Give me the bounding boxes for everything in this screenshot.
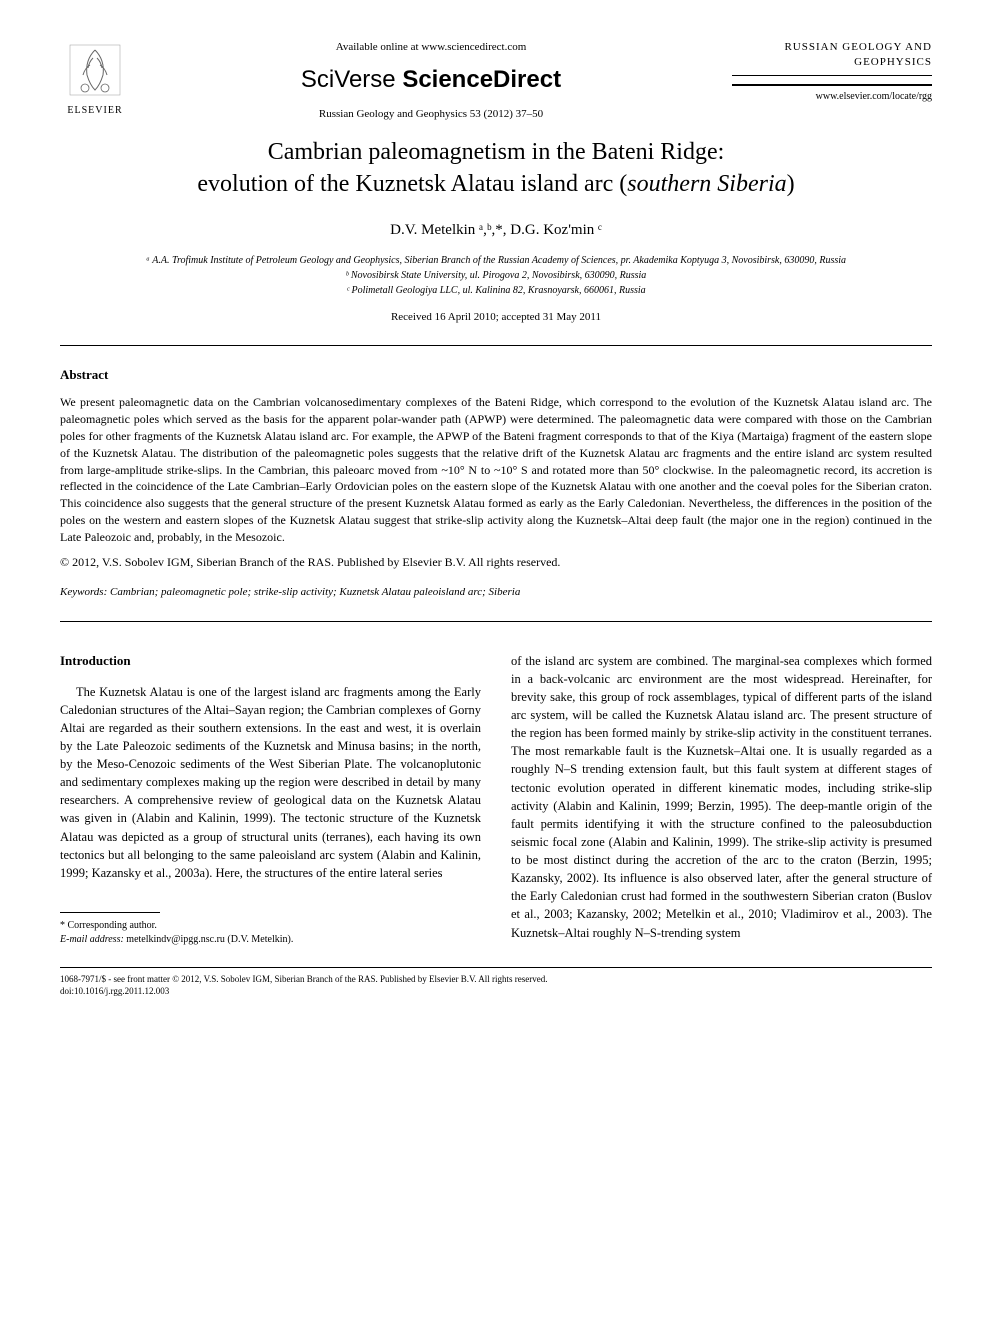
elsevier-logo: ELSEVIER bbox=[60, 40, 130, 118]
divider-abstract-bottom bbox=[60, 621, 932, 622]
citation-text: Russian Geology and Geophysics 53 (2012)… bbox=[130, 107, 732, 122]
sciencedirect-text: ScienceDirect bbox=[402, 66, 561, 93]
copyright-text: © 2012, V.S. Sobolev IGM, Siberian Branc… bbox=[60, 554, 932, 571]
affiliation-b: ᵇ Novosibirsk State University, ul. Piro… bbox=[60, 268, 932, 283]
header-row: ELSEVIER Available online at www.science… bbox=[60, 40, 932, 122]
article-title: Cambrian paleomagnetism in the Bateni Ri… bbox=[60, 137, 932, 199]
divider-abstract-top bbox=[60, 345, 932, 346]
title-line2-italic: southern Siberia bbox=[627, 171, 786, 197]
center-header: Available online at www.sciencedirect.co… bbox=[130, 40, 732, 122]
journal-name: RUSSIAN GEOLOGY AND GEOPHYSICS bbox=[732, 40, 932, 76]
journal-url: www.elsevier.com/locate/rgg bbox=[732, 84, 932, 104]
intro-col2: of the island arc system are combined. T… bbox=[511, 652, 932, 942]
footer-divider bbox=[60, 967, 932, 968]
elsevier-label: ELSEVIER bbox=[67, 104, 122, 118]
title-line2-part2: ) bbox=[787, 171, 795, 197]
article-dates: Received 16 April 2010; accepted 31 May … bbox=[60, 310, 932, 325]
column-left: Introduction The Kuznetsk Alatau is one … bbox=[60, 652, 481, 947]
affiliation-c: ᶜ Polimetall Geologiya LLC, ul. Kalinina… bbox=[60, 283, 932, 298]
affiliations: ᵃ A.A. Trofimuk Institute of Petroleum G… bbox=[60, 253, 932, 298]
elsevier-tree-icon bbox=[65, 40, 125, 100]
title-line1: Cambrian paleomagnetism in the Bateni Ri… bbox=[268, 139, 725, 165]
footnote-divider bbox=[60, 912, 160, 913]
footer-line1: 1068-7971/$ - see front matter © 2012, V… bbox=[60, 974, 932, 986]
introduction-heading: Introduction bbox=[60, 652, 481, 671]
column-right: of the island arc system are combined. T… bbox=[511, 652, 932, 947]
body-two-column: Introduction The Kuznetsk Alatau is one … bbox=[60, 652, 932, 947]
abstract-heading: Abstract bbox=[60, 366, 932, 384]
footnote-email-label: E-mail address: bbox=[60, 934, 124, 945]
footer-line2: doi:10.1016/j.rgg.2011.12.003 bbox=[60, 986, 932, 998]
footnote-email: E-mail address: metelkindv@ipgg.nsc.ru (… bbox=[60, 933, 481, 947]
intro-col1: The Kuznetsk Alatau is one of the larges… bbox=[60, 683, 481, 882]
abstract-text: We present paleomagnetic data on the Cam… bbox=[60, 394, 932, 545]
footnote-email-value: metelkindv@ipgg.nsc.ru (D.V. Metelkin). bbox=[126, 934, 293, 945]
affiliation-a: ᵃ A.A. Trofimuk Institute of Petroleum G… bbox=[60, 253, 932, 268]
sciencedirect-brand: SciVerse ScienceDirect bbox=[130, 63, 732, 97]
keywords-label: Keywords: bbox=[60, 586, 107, 598]
sciverse-text: SciVerse bbox=[301, 66, 396, 93]
keywords-text: Cambrian; paleomagnetic pole; strike-sli… bbox=[110, 586, 520, 598]
available-online-text: Available online at www.sciencedirect.co… bbox=[130, 40, 732, 55]
keywords: Keywords: Cambrian; paleomagnetic pole; … bbox=[60, 585, 932, 600]
title-line2-part1: evolution of the Kuznetsk Alatau island … bbox=[197, 171, 627, 197]
authors: D.V. Metelkin ᵃ,ᵇ,*, D.G. Koz'min ᶜ bbox=[60, 220, 932, 241]
right-header: RUSSIAN GEOLOGY AND GEOPHYSICS www.elsev… bbox=[732, 40, 932, 104]
footnote-corresponding: * Corresponding author. bbox=[60, 919, 481, 933]
